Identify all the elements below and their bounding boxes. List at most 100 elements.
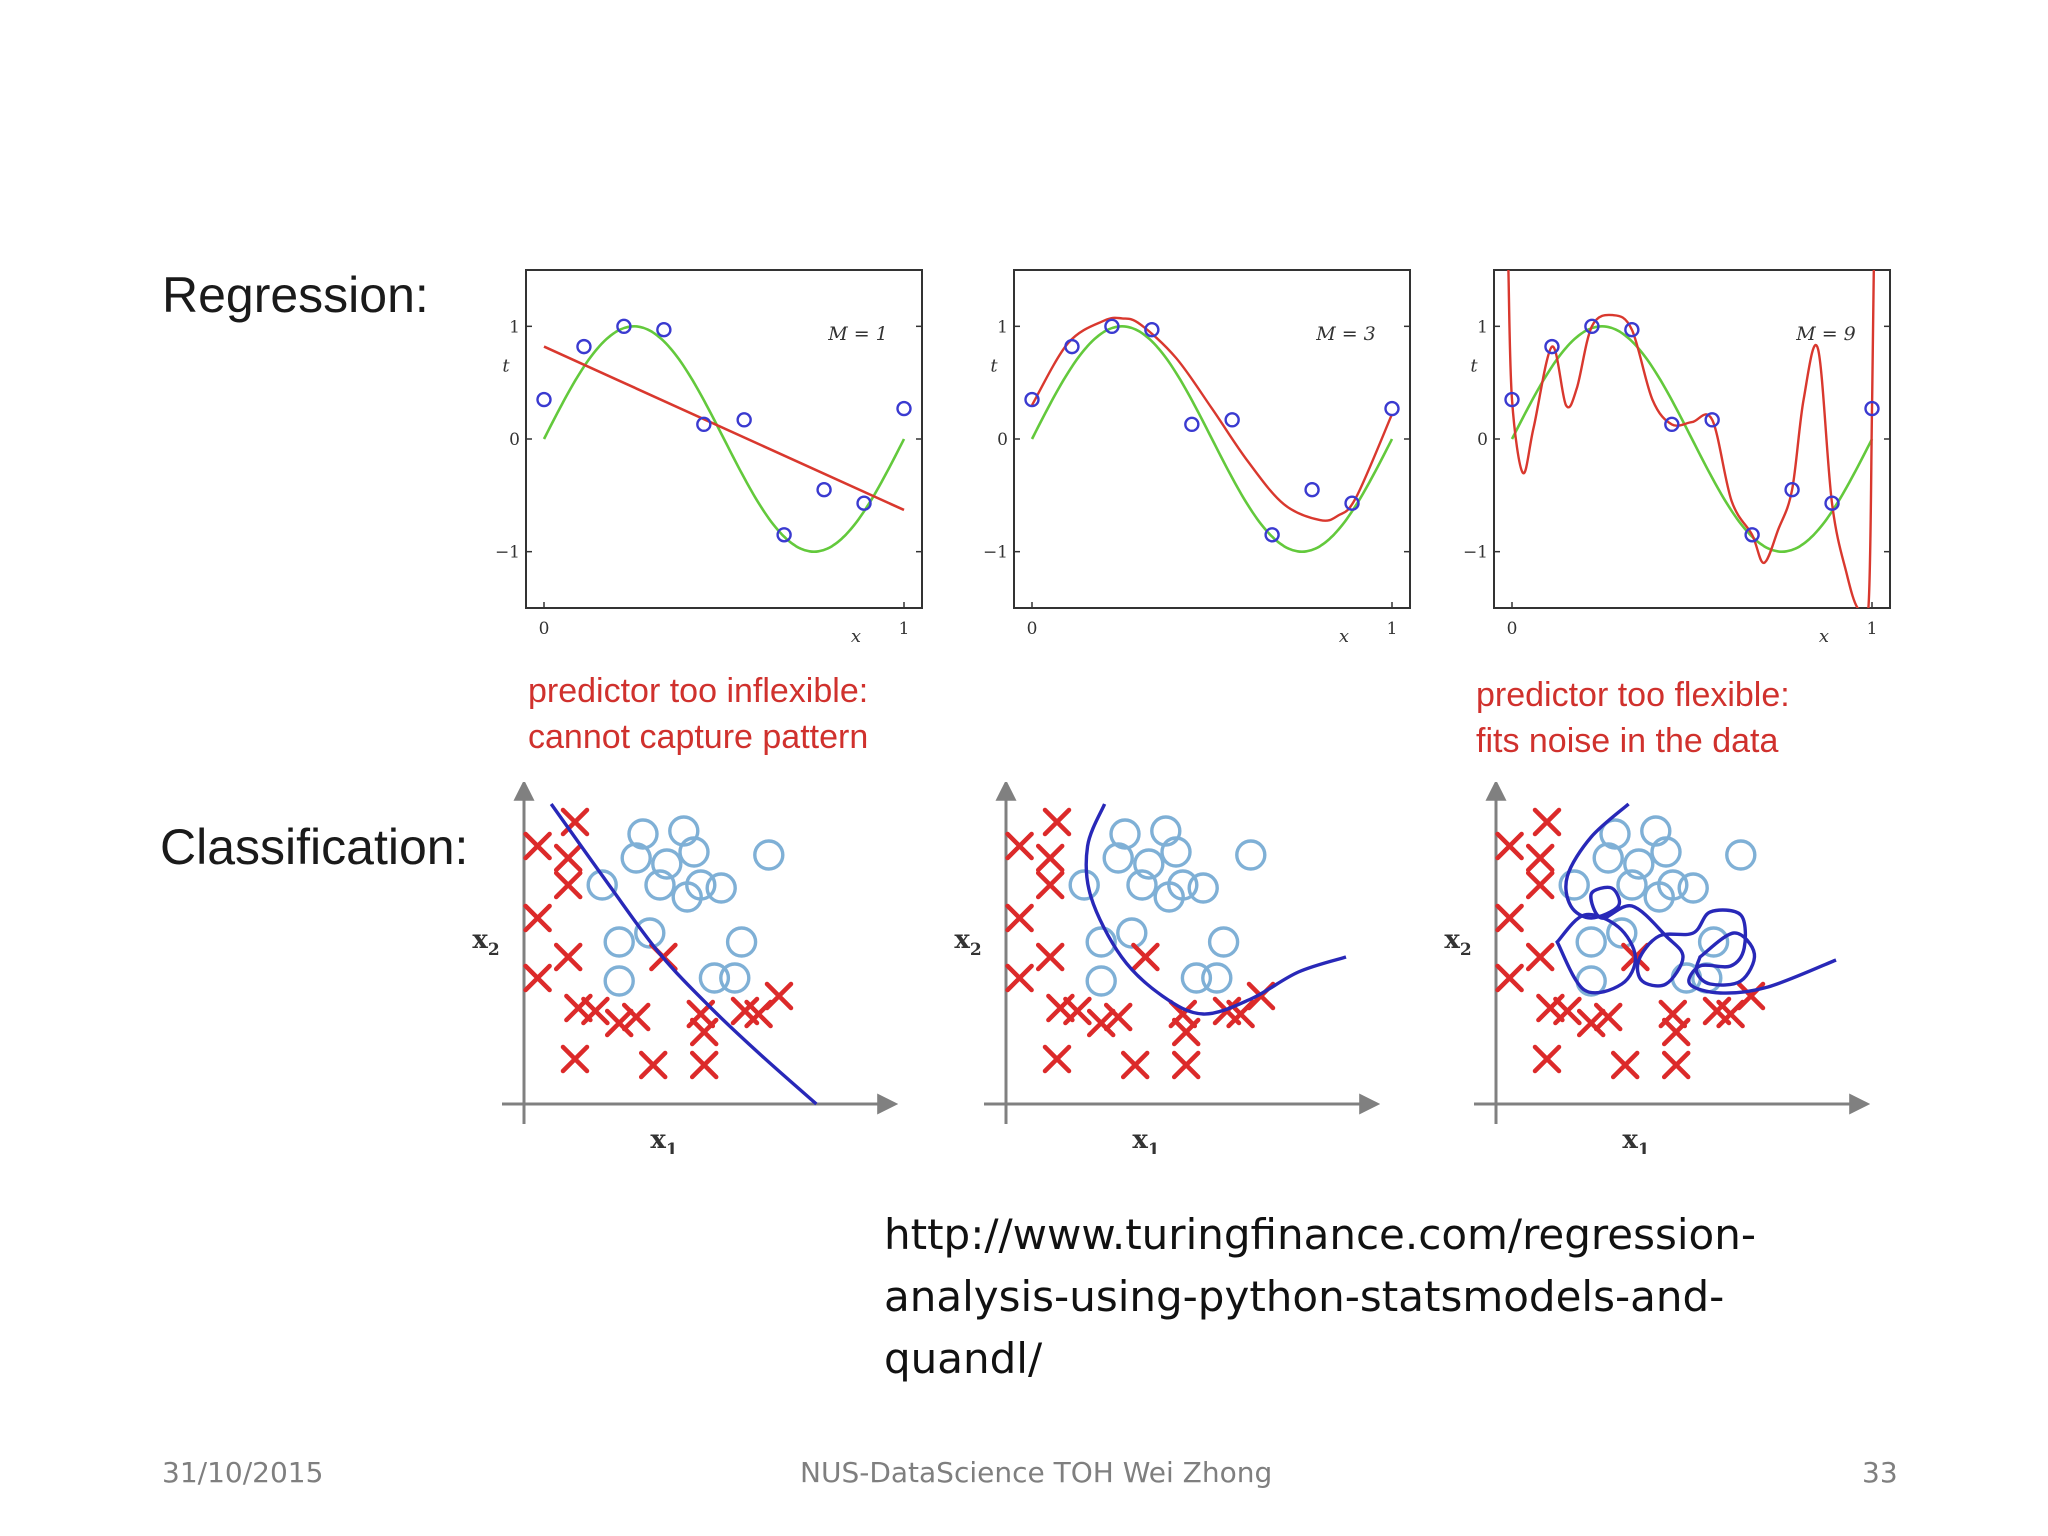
class-cross-point xyxy=(1532,1044,1562,1074)
caption-flexible: predictor too flexible: fits noise in th… xyxy=(1476,672,1790,764)
class-circle-point xyxy=(1616,869,1648,901)
class-circle-point xyxy=(603,926,635,958)
class-circle-point xyxy=(698,962,731,994)
plot-area xyxy=(542,324,906,554)
class-circle-point xyxy=(719,962,751,994)
class-cross-point xyxy=(1661,1050,1691,1080)
y-tick-label: 0 xyxy=(997,430,1008,450)
x-tick-label: 1 xyxy=(1867,619,1878,639)
class-cross-point xyxy=(1005,831,1034,861)
caption-flexible-line-2: fits noise in the data xyxy=(1476,722,1779,760)
y-tick-label: 0 xyxy=(1477,430,1488,450)
y-axis-label: t xyxy=(990,355,998,376)
data-point xyxy=(776,527,792,543)
class-cross-point xyxy=(1086,1008,1116,1038)
class-cross-point xyxy=(1035,942,1065,972)
data-point xyxy=(1024,391,1040,408)
class-circle-point xyxy=(1201,962,1233,994)
class-cross-point xyxy=(1525,870,1555,900)
decision-boundary xyxy=(1084,803,1347,1016)
x-axis-label: x1 xyxy=(1622,1125,1649,1154)
data-point xyxy=(1344,495,1360,511)
y-axis-label: t xyxy=(1470,355,1478,376)
data-point xyxy=(1744,527,1760,543)
class-cross-point xyxy=(1035,870,1065,900)
class-cross-point xyxy=(764,981,794,1011)
footer-author: NUS-DataScience TOH Wei Zhong xyxy=(800,1456,1273,1489)
model-order-label: M = 9 xyxy=(1795,323,1856,345)
class-circle-point xyxy=(1068,869,1100,901)
data-point xyxy=(696,416,712,433)
data-point xyxy=(896,400,912,417)
data-point xyxy=(1304,481,1320,498)
data-point xyxy=(1224,412,1240,428)
class-cross-point xyxy=(638,1050,668,1080)
caption-inflexible: predictor too inflexible: cannot capture… xyxy=(528,668,868,760)
class-circle-point xyxy=(634,917,666,949)
caption-inflexible-line-1: predictor too inflexible: xyxy=(528,672,869,710)
class-cross-point xyxy=(1576,1008,1606,1038)
class-circle-point xyxy=(1575,926,1607,958)
class-cross-point xyxy=(1005,963,1034,993)
class-circle-point xyxy=(586,869,618,901)
class-cross-point xyxy=(553,942,583,972)
class-cross-point xyxy=(1525,843,1555,873)
source-url[interactable]: http://www.turingfinance.com/regression-… xyxy=(884,1204,1884,1390)
class-cross-point xyxy=(1103,1002,1133,1032)
class-circle-point xyxy=(1085,965,1117,997)
x-tick-label: 1 xyxy=(899,619,910,639)
class-cross-point xyxy=(560,1044,590,1074)
source-url-line-2: analysis-using-python-statsmodels-and- xyxy=(884,1272,1725,1321)
y-tick-label: −1 xyxy=(983,543,1008,563)
x-tick-label: 1 xyxy=(1387,619,1398,639)
fitted-curve xyxy=(543,345,905,512)
class-circle-point xyxy=(705,872,737,904)
class-circle-point xyxy=(1153,881,1185,913)
y-tick-label: 1 xyxy=(509,317,520,337)
x-tick-label: 0 xyxy=(1507,619,1518,639)
class-cross-point xyxy=(1661,1017,1691,1047)
fitted-curve xyxy=(1030,316,1394,522)
data-point xyxy=(1384,400,1400,417)
class-circle-point xyxy=(1599,818,1631,850)
data-point xyxy=(1784,481,1800,498)
class-circle-point xyxy=(1677,872,1709,904)
data-point xyxy=(1504,391,1520,408)
class-cross-point xyxy=(1495,963,1524,993)
data-point xyxy=(1864,400,1880,417)
class-circle-point xyxy=(1697,926,1730,958)
classification-plot-overfit: x1 x2 xyxy=(1444,782,1871,1154)
caption-inflexible-line-2: cannot capture pattern xyxy=(528,718,869,756)
decision-boundary xyxy=(549,803,818,1106)
y-tick-label: 1 xyxy=(997,317,1008,337)
data-point xyxy=(1664,416,1680,433)
class-cross-point xyxy=(1171,1050,1201,1080)
class-cross-point xyxy=(604,1008,634,1038)
x-axis-label: x xyxy=(1819,626,1829,647)
true-function-curve xyxy=(1510,324,1874,554)
x-axis-label: x xyxy=(851,626,861,647)
data-point xyxy=(856,495,872,511)
class-circle-point xyxy=(1102,842,1134,874)
class-circle-point xyxy=(644,869,676,901)
y-axis-label: x2 xyxy=(1444,925,1471,960)
class-cross-point xyxy=(689,1050,719,1080)
regression-label: Regression: xyxy=(162,267,429,323)
class-circle-point xyxy=(1126,869,1158,901)
true-function-curve xyxy=(542,324,906,554)
class-cross-point xyxy=(689,1017,719,1047)
class-circle-point xyxy=(1187,872,1219,904)
data-point xyxy=(1704,412,1720,428)
class-circle-point xyxy=(1235,839,1267,871)
y-axis-label: t xyxy=(502,355,510,376)
class-circle-point xyxy=(1592,842,1624,874)
x-tick-label: 0 xyxy=(1027,619,1038,639)
class-cross-point xyxy=(523,963,552,993)
source-url-line-1: http://www.turingfinance.com/regression- xyxy=(884,1210,1757,1259)
class-cross-point xyxy=(1610,1050,1640,1080)
fitted-curve xyxy=(1507,270,1875,608)
class-cross-point xyxy=(560,807,590,837)
data-point xyxy=(1584,318,1600,335)
class-circle-point xyxy=(603,965,635,997)
class-cross-point xyxy=(1171,1017,1201,1047)
